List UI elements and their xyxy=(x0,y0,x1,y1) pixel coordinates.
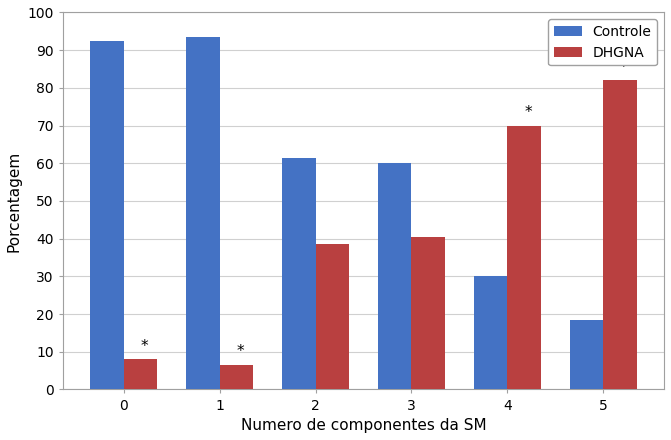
X-axis label: Numero de componentes da SM: Numero de componentes da SM xyxy=(241,418,486,433)
Text: *: * xyxy=(236,345,244,359)
Bar xyxy=(474,276,507,389)
Bar xyxy=(315,244,349,389)
Bar xyxy=(90,41,123,389)
Bar xyxy=(282,158,315,389)
Bar xyxy=(411,237,445,389)
Bar xyxy=(507,125,541,389)
Text: *: * xyxy=(620,60,627,75)
Y-axis label: Porcentagem: Porcentagem xyxy=(7,150,22,252)
Bar xyxy=(219,365,253,389)
Bar xyxy=(570,320,603,389)
Bar xyxy=(123,359,157,389)
Bar xyxy=(378,163,411,389)
Text: *: * xyxy=(524,105,531,120)
Bar xyxy=(603,81,637,389)
Bar xyxy=(186,37,219,389)
Text: *: * xyxy=(141,339,148,354)
Legend: Controle, DHGNA: Controle, DHGNA xyxy=(548,19,657,66)
